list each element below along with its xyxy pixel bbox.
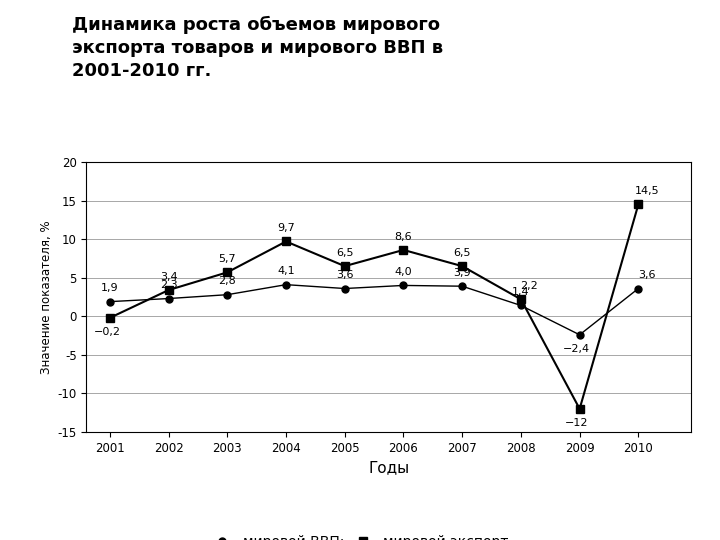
- Text: 14,5: 14,5: [634, 186, 659, 196]
- Text: 3,6: 3,6: [336, 270, 354, 280]
- Text: 5,7: 5,7: [218, 254, 236, 264]
- Text: 8,6: 8,6: [395, 232, 413, 241]
- Text: −12: −12: [565, 418, 589, 428]
- Text: 4,0: 4,0: [395, 267, 413, 277]
- Text: 6,5: 6,5: [336, 248, 354, 258]
- Text: 9,7: 9,7: [277, 223, 295, 233]
- Text: 2,2: 2,2: [521, 281, 538, 291]
- X-axis label: Годы: Годы: [368, 460, 410, 475]
- Text: 3,4: 3,4: [160, 272, 177, 282]
- Text: 1,9: 1,9: [101, 284, 119, 293]
- Y-axis label: Значение показателя, %: Значение показателя, %: [40, 220, 53, 374]
- Text: 3,6: 3,6: [638, 270, 655, 280]
- Text: 3,9: 3,9: [454, 268, 471, 278]
- Text: −0,2: −0,2: [94, 327, 121, 338]
- Text: Динамика роста объемов мирового
экспорта товаров и мирового ВВП в
2001-2010 гг.: Динамика роста объемов мирового экспорта…: [72, 16, 443, 80]
- Text: 4,1: 4,1: [277, 266, 295, 276]
- Text: 2,3: 2,3: [160, 280, 177, 290]
- Text: 6,5: 6,5: [454, 248, 471, 258]
- Legend: мировой ВВП;, мировой экспорт: мировой ВВП;, мировой экспорт: [203, 530, 514, 540]
- Text: 2,8: 2,8: [218, 276, 236, 286]
- Text: 1,4: 1,4: [512, 287, 530, 297]
- Text: −2,4: −2,4: [563, 344, 590, 354]
